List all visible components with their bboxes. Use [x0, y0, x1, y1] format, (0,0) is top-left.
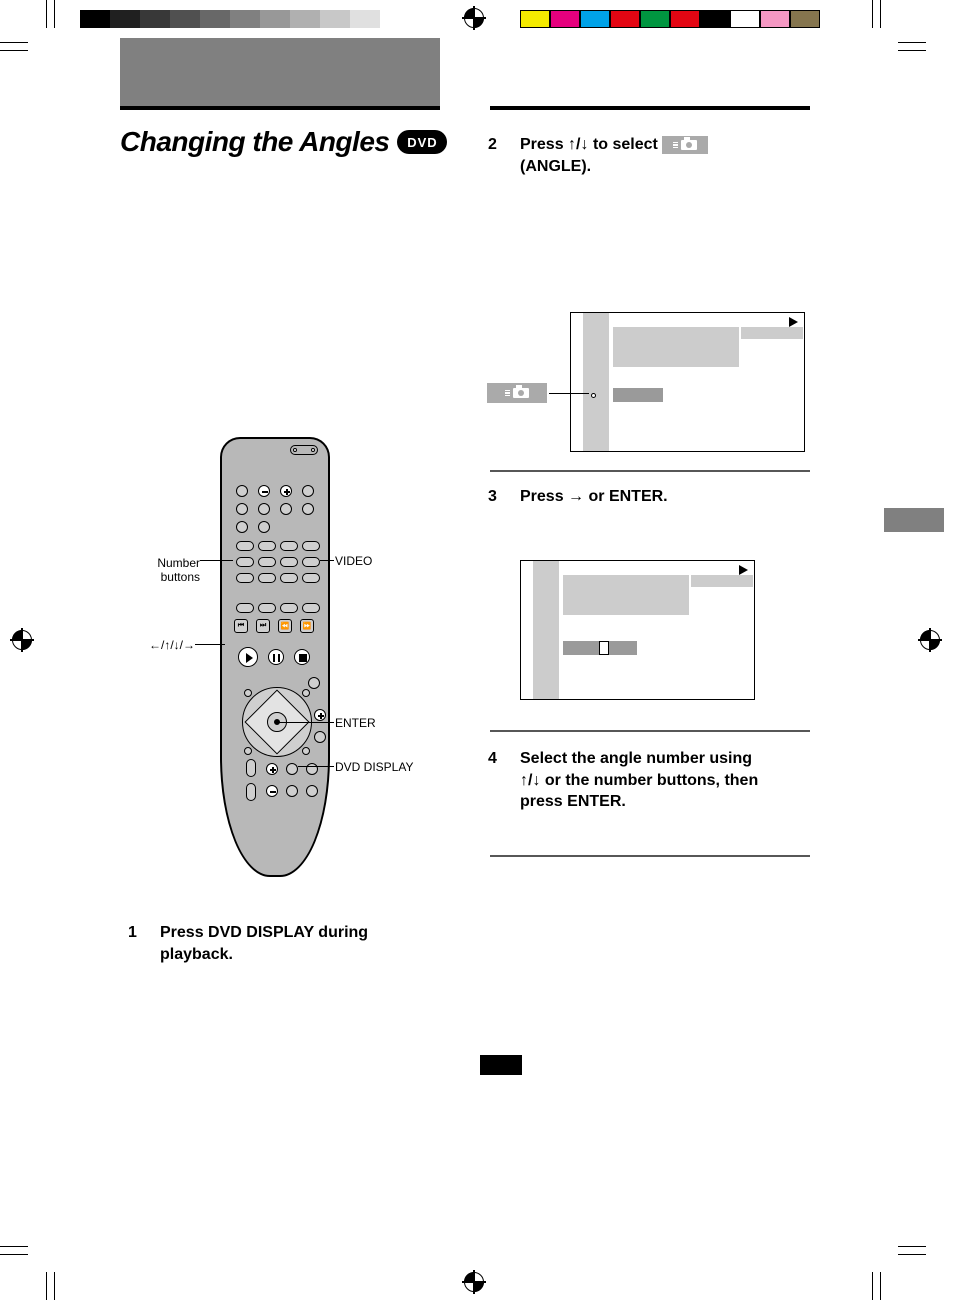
header-block — [120, 38, 440, 106]
step-2-post: to select — [589, 136, 663, 153]
step-number: 1 — [128, 922, 137, 944]
step-number: 2 — [488, 134, 497, 156]
arrow-updown-icon: ↑/↓ — [568, 136, 588, 153]
section-divider — [490, 855, 810, 857]
remote-illustration: ⏮ ⏭ ⏪ ⏩ — [220, 437, 330, 877]
registration-mark — [10, 628, 34, 652]
remote-label-number: Number buttons — [120, 556, 200, 584]
title-text: Changing the Angles — [120, 126, 389, 158]
section-divider — [490, 730, 810, 732]
step-2: 2 Press ↑/↓ to select (ANGLE). — [520, 134, 800, 177]
play-icon — [789, 317, 798, 327]
step-3-post: or ENTER. — [584, 488, 668, 505]
grayscale-bars — [80, 10, 410, 28]
remote-label-arrows: ←/↑/↓/→ — [125, 638, 195, 652]
step-2-pre: Press — [520, 136, 568, 153]
step-number: 4 — [488, 748, 497, 770]
slider-handle-icon — [599, 641, 609, 655]
play-icon — [739, 565, 748, 575]
dvd-badge: DVD — [397, 130, 447, 154]
step-1: 1 Press DVD DISPLAY during playback. — [160, 922, 440, 965]
registration-mark — [462, 6, 486, 30]
side-tab — [884, 508, 944, 532]
page-number-block — [480, 1055, 522, 1075]
step-3: 3 Press → or ENTER. — [520, 486, 800, 508]
step-4: 4 Select the angle number using ↑/↓ or t… — [520, 748, 800, 813]
registration-mark — [918, 628, 942, 652]
step-1-text: Press DVD DISPLAY during playback. — [160, 924, 368, 963]
registration-mark — [462, 1270, 486, 1294]
step-4-line1: Select the angle number using — [520, 750, 752, 767]
step-2-after: (ANGLE). — [520, 158, 591, 175]
remote-label-display: DVD DISPLAY — [335, 760, 435, 774]
color-bars — [520, 10, 820, 28]
step-number: 3 — [488, 486, 497, 508]
remote-label-enter: ENTER — [335, 716, 395, 730]
section-divider — [490, 470, 810, 472]
angle-icon — [662, 136, 708, 154]
ir-emitter-icon — [290, 445, 318, 455]
remote-label-video: VIDEO — [335, 554, 395, 568]
arrow-right-icon: → — [568, 488, 584, 505]
title-rule-right — [490, 106, 810, 110]
angle-icon — [487, 383, 547, 403]
step-4-line2: or the number buttons, then press ENTER. — [520, 772, 758, 811]
arrow-updown-icon: ↑/↓ — [520, 772, 540, 789]
osd-figure-2 — [520, 560, 755, 700]
osd-figure-1 — [570, 312, 805, 452]
page-title: Changing the Angles DVD — [120, 126, 447, 158]
title-rule-left — [120, 106, 440, 110]
step-3-pre: Press — [520, 488, 568, 505]
